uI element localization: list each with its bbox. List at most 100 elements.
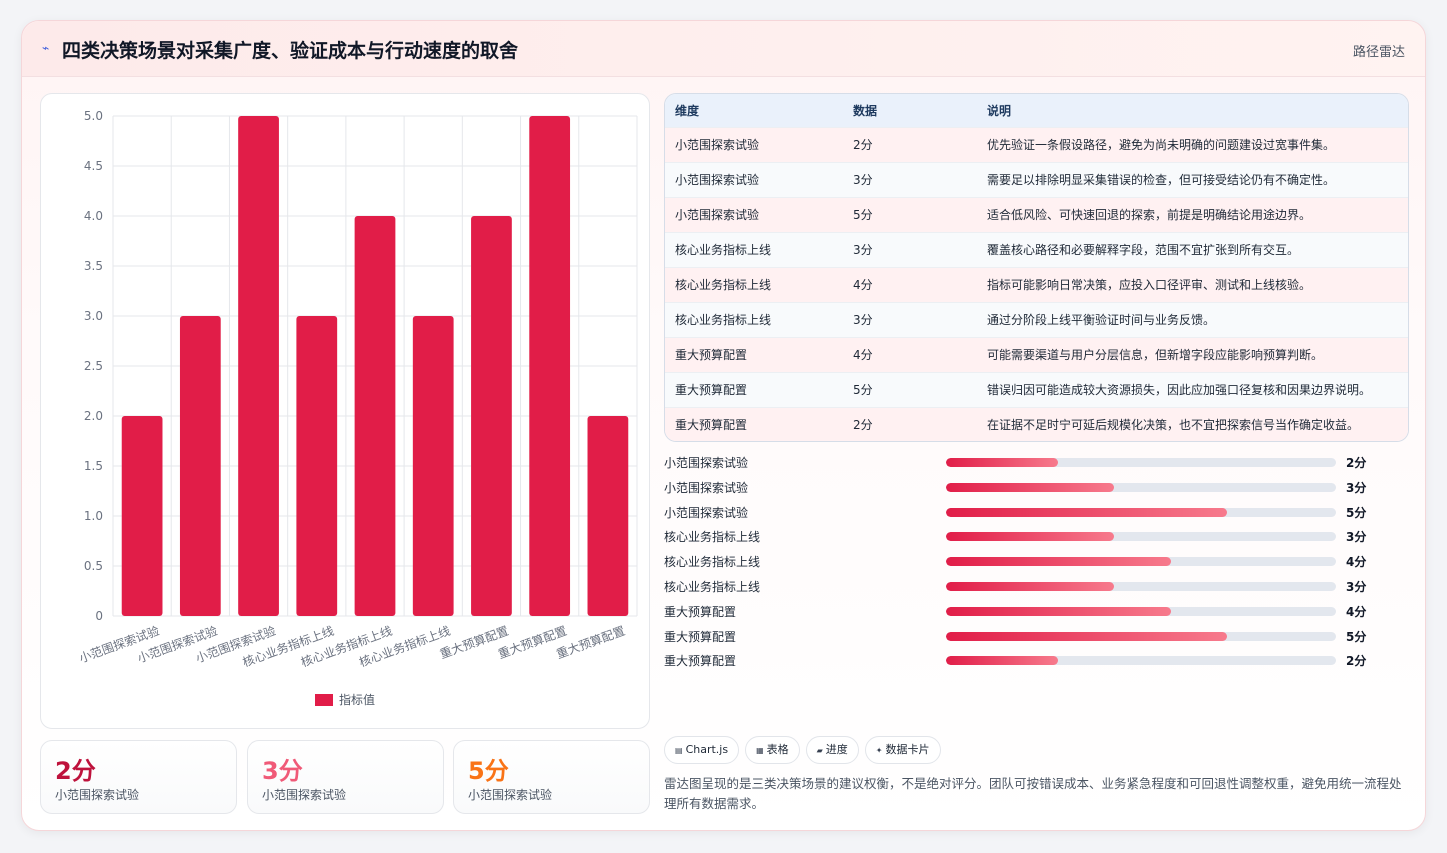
- row-dimension: 重大预算配置: [675, 418, 748, 433]
- progress-track: [946, 458, 1336, 467]
- table-row: 小范围探索试验 5分 适合低风险、可快速回退的探索，前提是明确结论用途边界。: [665, 197, 1408, 232]
- kpi-label: 小范围探索试验: [262, 788, 347, 802]
- progress-value: 2分: [1346, 456, 1367, 470]
- row-value: 4分: [853, 348, 873, 362]
- progress-fill: [946, 606, 1171, 616]
- bar: [121, 416, 163, 616]
- row-note: 指标可能影响日常决策，应投入口径评审、测试和上线核验。: [987, 278, 1312, 292]
- progress-label: 重大预算配置: [664, 604, 737, 619]
- progress-value: 5分: [1346, 505, 1367, 520]
- progress-track: [946, 557, 1336, 567]
- progress-row: 重大预算配置 4分: [664, 600, 1409, 625]
- kpi-value: 2分: [55, 757, 96, 785]
- bar-chart: 00.51.01.52.02.53.03.54.04.55.0小范围探索试验小范…: [77, 109, 638, 707]
- y-tick-label: 0.5: [84, 559, 103, 573]
- y-tick-label: 1.0: [84, 509, 103, 523]
- row-dimension: 重大预算配置: [675, 383, 748, 397]
- kpi-card-3: 5分 小范围探索试验: [453, 740, 650, 814]
- progress-fill: [946, 656, 1059, 666]
- table-row: 小范围探索试验 2分 优先验证一条假设路径，避免为尚未明确的问题建设过宽事件集。: [665, 127, 1408, 162]
- progress-value: 3分: [1346, 530, 1367, 545]
- progress-value: 3分: [1346, 579, 1367, 594]
- bar-chart-panel: 0 0.5 1.0 1.5 2.0 2.5 3.0 3.5 4.0 4.5 5.0 小范围探索试验 小范…: [40, 93, 650, 729]
- kpi-label: 小范围探索试验: [468, 788, 553, 802]
- table-row: 核心业务指标上线 3分 通过分阶段上线平衡验证时间与业务反馈。: [665, 302, 1408, 337]
- row-value: 3分: [853, 313, 873, 327]
- kpi-card-1: 2分 小范围探索试验: [40, 740, 237, 814]
- y-tick-label: 1.5: [84, 459, 103, 473]
- progress-fill: [946, 458, 1059, 467]
- header: ⌁ 四类决策场景对采集广度、验证成本与行动速度的取舍 路径雷达: [22, 21, 1425, 77]
- tag-list: ▤ Chart.js ▦ 表格 ▰ 进度 ✦ 数据卡片: [664, 736, 947, 764]
- progress-label: 小范围探索试验: [664, 480, 749, 495]
- column-header: 维度: [675, 103, 700, 118]
- progress-fill: [946, 532, 1115, 542]
- progress-row: 小范围探索试验 2分: [664, 451, 1409, 476]
- progress-value: 5分: [1346, 629, 1367, 644]
- table-row: 小范围探索试验 3分 需要足以排除明显采集错误的检查，但可接受结论仍有不确定性。: [665, 162, 1408, 197]
- progress-fill: [946, 557, 1171, 567]
- column-header: 说明: [987, 103, 1012, 118]
- legend-label: 指标值: [339, 692, 375, 707]
- progress-row: 小范围探索试验 5分: [664, 501, 1409, 526]
- bar: [296, 316, 338, 616]
- row-note: 适合低风险、可快速回退的探索，前提是明确结论用途边界。: [987, 208, 1312, 222]
- row-dimension: 核心业务指标上线: [675, 243, 772, 257]
- tag-label: 进度: [825, 743, 848, 756]
- y-tick-label: 0: [95, 609, 103, 623]
- bar: [238, 116, 279, 616]
- progress-track: [946, 482, 1336, 492]
- tag-label: 表格: [766, 743, 789, 756]
- tag-chip[interactable]: ▦ 表格: [745, 736, 800, 764]
- y-tick-label: 5.0: [84, 109, 103, 123]
- progress-row: 重大预算配置 5分: [664, 625, 1409, 650]
- tag-chip[interactable]: ▤ Chart.js: [664, 736, 740, 764]
- tag-label: 数据卡片: [885, 743, 930, 756]
- y-tick-label: 2.5: [84, 359, 103, 373]
- header-right-label: 路径雷达: [1352, 45, 1405, 60]
- progress-row: 核心业务指标上线 3分: [664, 525, 1409, 550]
- data-table-panel: 维度 数据 说明 小范围探索试验 2分 优先验证一条假设路径，避免为尚未明确的问题建…: [664, 93, 1409, 442]
- bar: [354, 216, 396, 616]
- tag-label: Chart.js: [685, 743, 729, 756]
- y-tick-label: 2.0: [84, 409, 103, 423]
- progress-fill: [946, 507, 1227, 517]
- progress-label: 核心业务指标上线: [664, 579, 761, 594]
- row-value: 3分: [853, 173, 873, 187]
- row-note: 覆盖核心路径和必要解释字段，范围不宜扩张到所有交互。: [987, 243, 1300, 257]
- row-note: 通过分阶段上线平衡验证时间与业务反馈。: [987, 313, 1216, 327]
- table-row: 重大预算配置 2分 在证据不足时宁可延后规模化决策，也不宜把探索信号当作确定收益。: [665, 407, 1408, 441]
- y-tick-label: 4.5: [84, 159, 103, 173]
- row-note: 可能需要渠道与用户分层信息，但新增字段应能影响预算判断。: [987, 348, 1324, 362]
- progress-track: [946, 656, 1336, 666]
- row-dimension: 核心业务指标上线: [675, 313, 772, 327]
- progress-row: 小范围探索试验 3分: [664, 476, 1409, 501]
- row-value: 2分: [853, 418, 873, 433]
- progress-label: 重大预算配置: [664, 629, 737, 644]
- row-dimension: 小范围探索试验: [675, 138, 760, 152]
- row-note: 错误归因可能造成较大资源损失，因此应加强口径复核和因果边界说明。: [987, 383, 1372, 397]
- row-note: 需要足以排除明显采集错误的检查，但可接受结论仍有不确定性。: [987, 173, 1336, 187]
- progress-value: 2分: [1346, 654, 1367, 669]
- progress-fill: [946, 581, 1115, 591]
- bar: [179, 316, 221, 616]
- row-value: 5分: [853, 208, 873, 222]
- table-header-row: 维度 数据 说明: [665, 94, 1408, 127]
- page-title: 四类决策场景对采集广度、验证成本与行动速度的取舍: [62, 40, 519, 62]
- y-tick-label: 3.0: [84, 309, 103, 323]
- main-card: ⌁ 四类决策场景对采集广度、验证成本与行动速度的取舍 路径雷达 0 0.5 1.0 1…: [21, 20, 1426, 831]
- tag-chip[interactable]: ▰ 进度: [805, 736, 859, 764]
- progress-track: [946, 581, 1336, 591]
- kpi-value: 5分: [468, 757, 509, 785]
- progress-fill: [946, 631, 1227, 641]
- progress-list: 小范围探索试验 2分 小范围探索试验 3分 小范围探索试验 5分 核心业务指标上线 3分 核心业…: [664, 451, 1409, 674]
- kpi-card-2: 3分 小范围探索试验: [247, 740, 444, 814]
- progress-label: 重大预算配置: [664, 654, 737, 669]
- chart-icon: ▤: [675, 746, 683, 755]
- kpi-value: 3分: [262, 757, 303, 785]
- tag-chip[interactable]: ✦ 数据卡片: [864, 736, 941, 764]
- legend-swatch: [315, 694, 333, 706]
- progress-track: [946, 532, 1336, 542]
- table-row: 核心业务指标上线 4分 指标可能影响日常决策，应投入口径评审、测试和上线核验。: [665, 267, 1408, 302]
- row-note: 在证据不足时宁可延后规模化决策，也不宜把探索信号当作确定收益。: [987, 418, 1360, 433]
